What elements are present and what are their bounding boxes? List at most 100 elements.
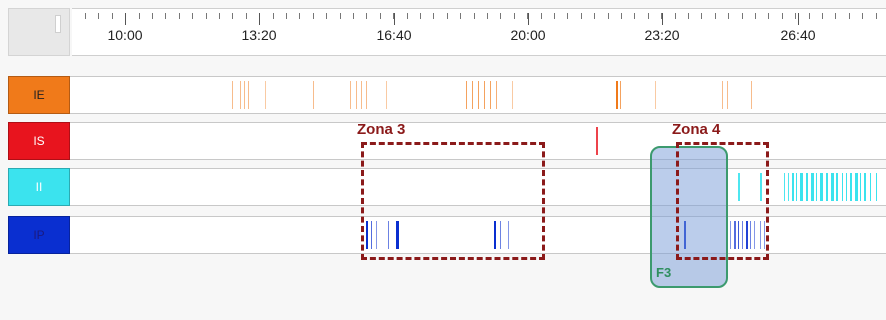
track-bar-ip[interactable] — [70, 216, 886, 254]
event-mark[interactable] — [846, 173, 847, 201]
event-mark[interactable] — [478, 81, 479, 109]
event-mark[interactable] — [760, 221, 761, 249]
event-mark[interactable] — [366, 81, 367, 109]
event-mark[interactable] — [826, 173, 828, 201]
selection-f3[interactable]: F3 — [650, 146, 728, 288]
ruler-tick — [527, 13, 529, 19]
ruler-tick — [822, 13, 823, 19]
event-mark[interactable] — [860, 173, 861, 201]
event-mark[interactable] — [738, 221, 739, 249]
event-mark[interactable] — [730, 221, 731, 249]
event-mark[interactable] — [350, 81, 351, 109]
ruler-tick — [500, 13, 502, 19]
event-mark[interactable] — [796, 173, 797, 201]
event-mark[interactable] — [746, 221, 748, 249]
event-mark[interactable] — [265, 81, 266, 109]
event-mark[interactable] — [727, 81, 728, 109]
event-mark[interactable] — [500, 221, 501, 249]
track-label-is[interactable]: IS — [8, 122, 70, 160]
ruler-tick — [674, 13, 676, 19]
event-mark[interactable] — [855, 173, 858, 201]
time-label-5: 26:40 — [780, 27, 816, 43]
event-mark[interactable] — [751, 81, 752, 109]
event-mark[interactable] — [466, 81, 467, 109]
track-label-ip[interactable]: IP — [8, 216, 70, 254]
event-mark[interactable] — [722, 81, 723, 109]
event-mark[interactable] — [371, 221, 372, 249]
event-mark[interactable] — [472, 81, 473, 109]
event-mark[interactable] — [792, 173, 794, 201]
event-mark[interactable] — [738, 173, 740, 201]
event-mark[interactable] — [811, 173, 814, 201]
ruler-tick — [433, 13, 435, 19]
track-ie: IE — [8, 76, 886, 114]
track-ip: IP — [8, 216, 886, 254]
event-mark[interactable] — [760, 173, 762, 201]
ruler-tick — [299, 13, 301, 19]
event-mark[interactable] — [616, 81, 618, 109]
event-mark[interactable] — [396, 221, 399, 249]
ruler-tick — [312, 13, 314, 19]
event-mark[interactable] — [313, 81, 314, 109]
event-mark[interactable] — [494, 221, 496, 249]
event-mark[interactable] — [800, 173, 803, 201]
event-mark[interactable] — [876, 173, 877, 201]
track-bar-ie[interactable] — [70, 76, 886, 114]
event-mark[interactable] — [596, 127, 598, 155]
event-mark[interactable] — [244, 81, 245, 109]
track-bar-is[interactable] — [70, 122, 886, 160]
ruler-tick — [446, 13, 448, 19]
event-mark[interactable] — [788, 173, 789, 201]
event-mark[interactable] — [864, 173, 866, 201]
event-mark[interactable] — [512, 81, 513, 109]
event-mark[interactable] — [742, 221, 743, 249]
event-mark[interactable] — [836, 173, 838, 201]
ruler-tick — [111, 13, 113, 19]
ruler-tick — [473, 13, 475, 19]
ruler-tick — [232, 13, 234, 19]
event-mark[interactable] — [870, 173, 871, 201]
event-mark[interactable] — [831, 173, 834, 201]
ruler-tick — [621, 13, 622, 19]
event-mark[interactable] — [754, 221, 755, 249]
ruler-tick — [219, 13, 220, 19]
event-mark[interactable] — [366, 221, 368, 249]
event-mark[interactable] — [764, 221, 765, 249]
event-mark[interactable] — [484, 81, 485, 109]
event-mark[interactable] — [820, 173, 823, 201]
event-mark[interactable] — [361, 81, 362, 109]
event-mark[interactable] — [248, 81, 249, 109]
event-mark[interactable] — [842, 173, 843, 201]
event-mark[interactable] — [734, 221, 736, 249]
ruler-major-tick — [394, 13, 395, 25]
ruler-tick — [688, 13, 689, 19]
event-mark[interactable] — [655, 81, 656, 109]
event-mark[interactable] — [816, 173, 817, 201]
ruler-tick — [714, 13, 716, 19]
event-mark[interactable] — [356, 81, 357, 109]
zone-label-4: Zona 4 — [672, 121, 721, 138]
event-mark[interactable] — [232, 81, 233, 109]
ruler-tick — [741, 13, 743, 19]
ruler-tick — [272, 13, 274, 19]
event-mark[interactable] — [490, 81, 491, 109]
event-mark[interactable] — [806, 173, 808, 201]
time-ruler[interactable]: 10:00 13:20 16:40 20:00 23:20 26:40 — [72, 8, 886, 56]
track-label-ie[interactable]: IE — [8, 76, 70, 114]
event-mark[interactable] — [508, 221, 509, 249]
event-mark[interactable] — [386, 81, 387, 109]
event-mark[interactable] — [850, 173, 852, 201]
ruler-tick — [768, 13, 770, 19]
event-mark[interactable] — [750, 221, 751, 249]
event-mark[interactable] — [784, 173, 785, 201]
event-mark[interactable] — [240, 81, 241, 109]
ruler-tick — [647, 13, 649, 19]
event-mark[interactable] — [620, 81, 621, 109]
ruler-corner[interactable] — [8, 8, 70, 56]
event-mark[interactable] — [376, 221, 377, 249]
event-mark[interactable] — [496, 81, 497, 109]
event-mark[interactable] — [388, 221, 389, 249]
track-bar-ii[interactable] — [70, 168, 886, 206]
track-label-ii[interactable]: II — [8, 168, 70, 206]
ruler-tick — [393, 13, 395, 19]
